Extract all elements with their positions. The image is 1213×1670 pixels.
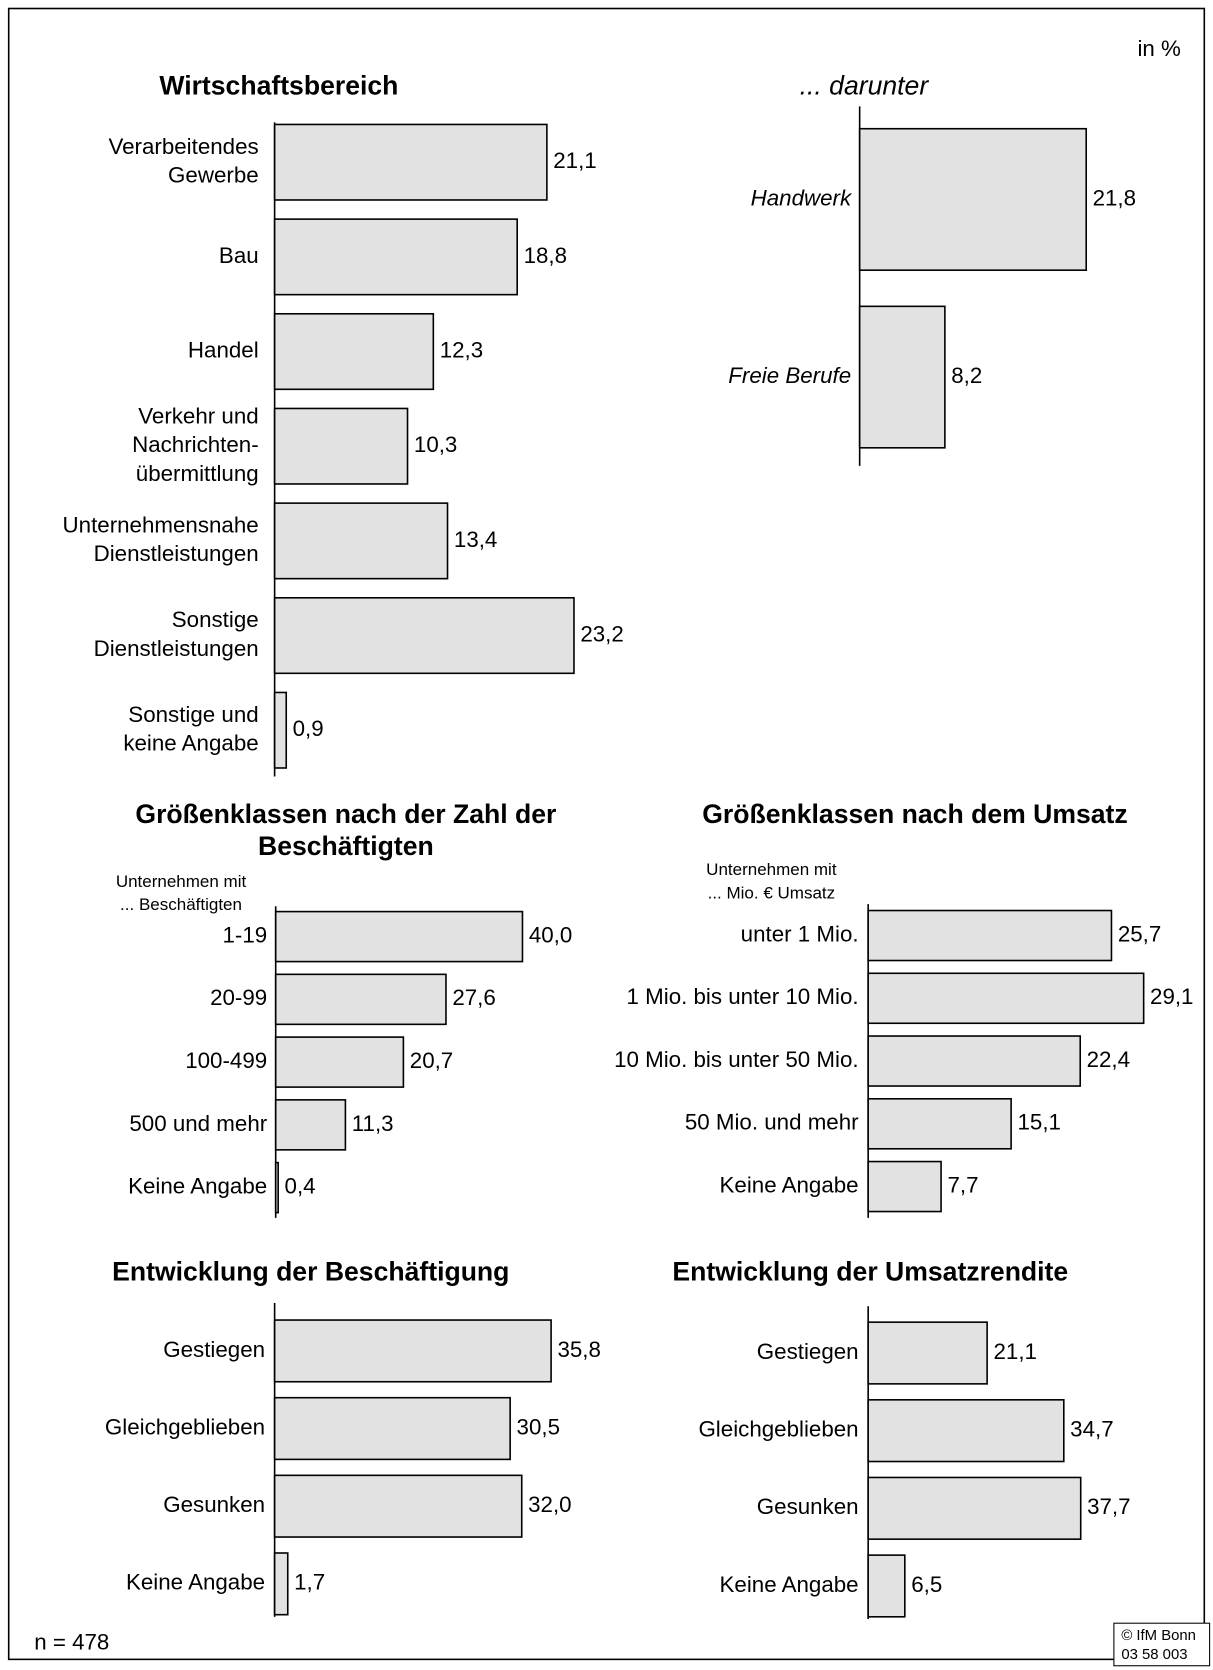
category-label: 1-19 [222,922,267,947]
value-label: 21,1 [994,1339,1037,1364]
bar [858,127,1088,271]
category-label: Keine Angabe [128,1174,267,1199]
chart-title: Größenklassen nach der Zahl der Beschäfti… [135,799,556,861]
bar [867,972,1145,1025]
bar [273,218,518,296]
value-label: 32,0 [528,1492,571,1517]
value-label: 35,8 [557,1337,600,1362]
subtitle: Unternehmen mit... Mio. € Umsatz [706,860,837,902]
category-label: Keine Angabe [720,1172,859,1197]
bar [867,1321,988,1385]
value-label: 6,5 [911,1572,942,1597]
bar [867,1399,1065,1463]
bar [273,596,575,675]
category-label: Gesunken [757,1494,859,1519]
category-label: Freie Berufe [728,363,851,388]
value-label: 21,1 [553,148,596,173]
copyright-box [1113,1622,1211,1667]
value-label: 23,2 [580,621,623,646]
category-label: Handel [188,337,259,362]
value-label: 12,3 [440,337,483,362]
bar [273,312,435,391]
chart-title: Wirtschaftsbereich [159,70,398,100]
value-label: 37,7 [1087,1494,1130,1519]
code: 03 58 003 [1121,1647,1187,1663]
bar [867,1097,1012,1150]
category-label: Handwerk [751,185,853,210]
category-label: 100-499 [185,1048,267,1073]
value-label: 27,6 [452,985,495,1010]
bar [867,1554,906,1618]
chart-title: Entwicklung der Beschäftigung [112,1256,509,1286]
value-label: 34,7 [1070,1417,1113,1442]
value-label: 11,3 [352,1111,394,1136]
value-label: 0,4 [285,1174,316,1199]
value-label: 7,7 [947,1172,978,1197]
category-label: Gleichgeblieben [698,1417,858,1442]
value-label: 15,1 [1018,1110,1061,1135]
category-label: Keine Angabe [720,1572,859,1597]
value-label: 29,1 [1150,984,1193,1009]
category-label: 1 Mio. bis unter 10 Mio. [627,984,859,1009]
category-label: Verarbeitendes Gewerbe [108,134,258,188]
category-label: 50 Mio. und mehr [685,1110,859,1135]
category-label: unter 1 Mio. [741,921,859,946]
value-label: 30,5 [517,1414,560,1439]
category-label: Sonstige Dienstleistungen [94,607,259,661]
unit-label: in % [1137,36,1181,61]
bar [273,1474,523,1538]
bar [274,973,447,1026]
bar [867,1160,942,1213]
chart-title: Größenklassen nach dem Umsatz [702,799,1127,829]
category-label: Unternehmensnahe Dienstleistungen [63,512,259,566]
category-label: 10 Mio. bis unter 50 Mio. [614,1047,859,1072]
bar [274,910,524,963]
value-label: 0,9 [293,716,324,741]
value-label: 18,8 [524,243,567,268]
sample-size: n = 478 [34,1629,109,1654]
category-label: Gleichgeblieben [105,1414,265,1439]
value-label: 20,7 [410,1048,453,1073]
category-label: 500 und mehr [129,1111,267,1136]
bar [273,1319,552,1383]
bar [867,1476,1082,1540]
bar [274,1161,279,1214]
value-label: 22,4 [1087,1047,1130,1072]
category-label: Sonstige und keine Angabe [123,702,258,756]
bar [867,1035,1082,1087]
category-label: Gesunken [163,1492,265,1517]
value-label: 8,2 [951,363,982,388]
bar [867,909,1113,962]
category-label: Gestiegen [163,1337,265,1362]
category-label: 20-99 [210,985,267,1010]
value-label: 13,4 [454,527,497,552]
value-label: 21,8 [1093,185,1136,210]
subtitle: Unternehmen mit... Beschäftigten [116,871,247,913]
bar [274,1036,405,1088]
value-label: 40,0 [529,922,572,947]
bar [273,1552,289,1616]
category-label: Keine Angabe [126,1570,265,1595]
copyright: © IfM Bonn [1121,1628,1196,1644]
bar [274,1099,347,1151]
bar [273,502,449,580]
category-label: Gestiegen [757,1339,859,1364]
value-label: 10,3 [414,432,457,457]
category-label: Verkehr und Nachrichten-übermittlung [132,403,259,485]
chart-title: Entwicklung der Umsatzrendite [672,1256,1068,1286]
frame [7,7,1206,1661]
bar [858,305,946,449]
bar [273,691,288,769]
bar [273,407,409,485]
value-label: 25,7 [1118,921,1161,946]
category-label: Bau [219,243,259,268]
bar [273,1396,511,1461]
value-label: 1,7 [294,1570,325,1595]
bar [273,123,548,201]
chart-title: ... darunter [800,70,930,100]
